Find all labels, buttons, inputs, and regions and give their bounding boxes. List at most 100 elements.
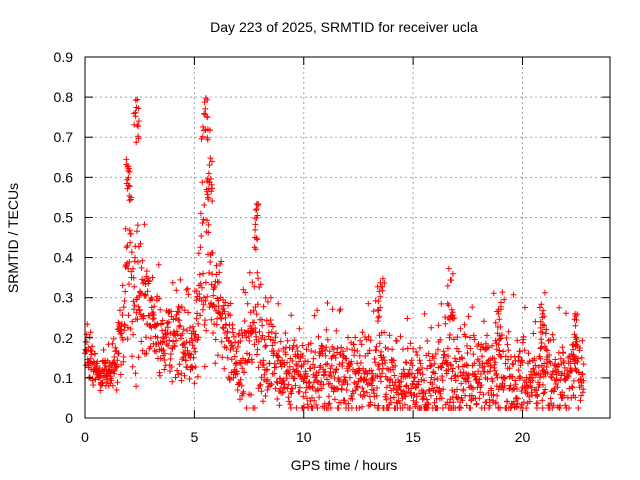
data-point — [439, 373, 446, 380]
data-point — [377, 373, 384, 380]
data-point — [204, 293, 211, 300]
data-point — [202, 279, 209, 286]
data-point — [477, 389, 484, 396]
data-point — [154, 334, 161, 341]
data-point — [376, 366, 383, 373]
data-point — [415, 381, 422, 388]
data-point — [328, 373, 335, 380]
data-point — [194, 336, 201, 343]
data-point — [333, 366, 339, 373]
data-point — [135, 105, 142, 112]
data-point — [427, 363, 434, 370]
data-point — [178, 335, 184, 342]
data-point — [219, 354, 226, 361]
data-point — [176, 317, 183, 324]
data-point — [456, 404, 463, 411]
data-point — [109, 340, 116, 347]
data-point — [283, 375, 290, 382]
data-point — [577, 376, 584, 383]
data-point — [213, 321, 220, 328]
data-point — [329, 306, 336, 313]
data-point — [428, 324, 435, 331]
data-point — [573, 334, 580, 341]
y-tick-label: 0.4 — [54, 250, 74, 266]
data-point — [544, 347, 551, 354]
data-point — [128, 249, 135, 256]
data-point — [300, 378, 307, 385]
data-point — [360, 388, 367, 395]
data-point — [419, 371, 426, 378]
data-point — [135, 259, 141, 265]
data-point — [165, 319, 172, 325]
data-point — [412, 385, 419, 391]
data-point — [315, 333, 322, 340]
data-point — [307, 340, 314, 347]
data-point — [439, 405, 446, 411]
data-point — [509, 373, 516, 380]
data-point — [392, 362, 399, 369]
data-point — [222, 314, 229, 321]
data-point — [201, 363, 208, 370]
data-point — [430, 355, 437, 362]
data-point — [494, 374, 501, 381]
data-point — [549, 368, 556, 375]
data-point — [197, 280, 204, 287]
data-point — [579, 371, 586, 377]
data-point — [557, 377, 564, 383]
x-tick-label: 15 — [405, 429, 421, 445]
data-point — [300, 361, 307, 368]
data-point — [549, 405, 556, 411]
data-point — [138, 338, 145, 345]
data-point — [192, 364, 199, 370]
data-point — [444, 300, 451, 307]
data-point — [562, 402, 569, 409]
data-point — [534, 400, 541, 407]
data-point — [170, 338, 176, 345]
data-point — [296, 325, 303, 332]
data-point — [272, 339, 278, 346]
data-point — [124, 324, 131, 331]
data-point — [372, 359, 379, 366]
data-point — [204, 126, 211, 133]
data-point — [561, 392, 568, 399]
data-point — [490, 290, 497, 297]
data-point — [350, 390, 357, 397]
data-point — [417, 360, 424, 367]
data-point — [467, 405, 474, 411]
data-point — [261, 371, 268, 378]
data-point — [221, 365, 228, 372]
data-point — [316, 394, 323, 401]
data-point — [335, 378, 342, 385]
data-point — [552, 356, 559, 363]
data-point — [445, 353, 452, 360]
data-point — [544, 369, 551, 376]
data-point — [450, 336, 457, 343]
data-point — [153, 348, 160, 355]
data-point — [513, 404, 520, 411]
data-point — [304, 373, 311, 380]
data-point — [373, 343, 380, 350]
data-point — [514, 386, 520, 392]
data-point — [253, 206, 260, 212]
data-point — [333, 327, 340, 334]
data-point — [181, 340, 187, 347]
data-point — [193, 315, 200, 322]
data-point — [271, 370, 278, 377]
data-point — [277, 385, 284, 392]
data-point — [432, 389, 439, 396]
data-point — [264, 298, 271, 305]
data-point — [89, 343, 96, 350]
data-point — [200, 301, 207, 308]
data-point — [280, 345, 287, 352]
data-point — [199, 284, 205, 291]
data-point — [178, 377, 185, 384]
data-point — [211, 303, 218, 310]
y-tick-label: 0.8 — [54, 89, 74, 105]
data-point — [282, 351, 289, 358]
data-point — [117, 307, 123, 314]
data-point — [521, 347, 528, 354]
data-point — [510, 291, 517, 298]
data-point — [537, 318, 544, 325]
data-point — [239, 365, 246, 372]
data-point — [262, 392, 269, 399]
